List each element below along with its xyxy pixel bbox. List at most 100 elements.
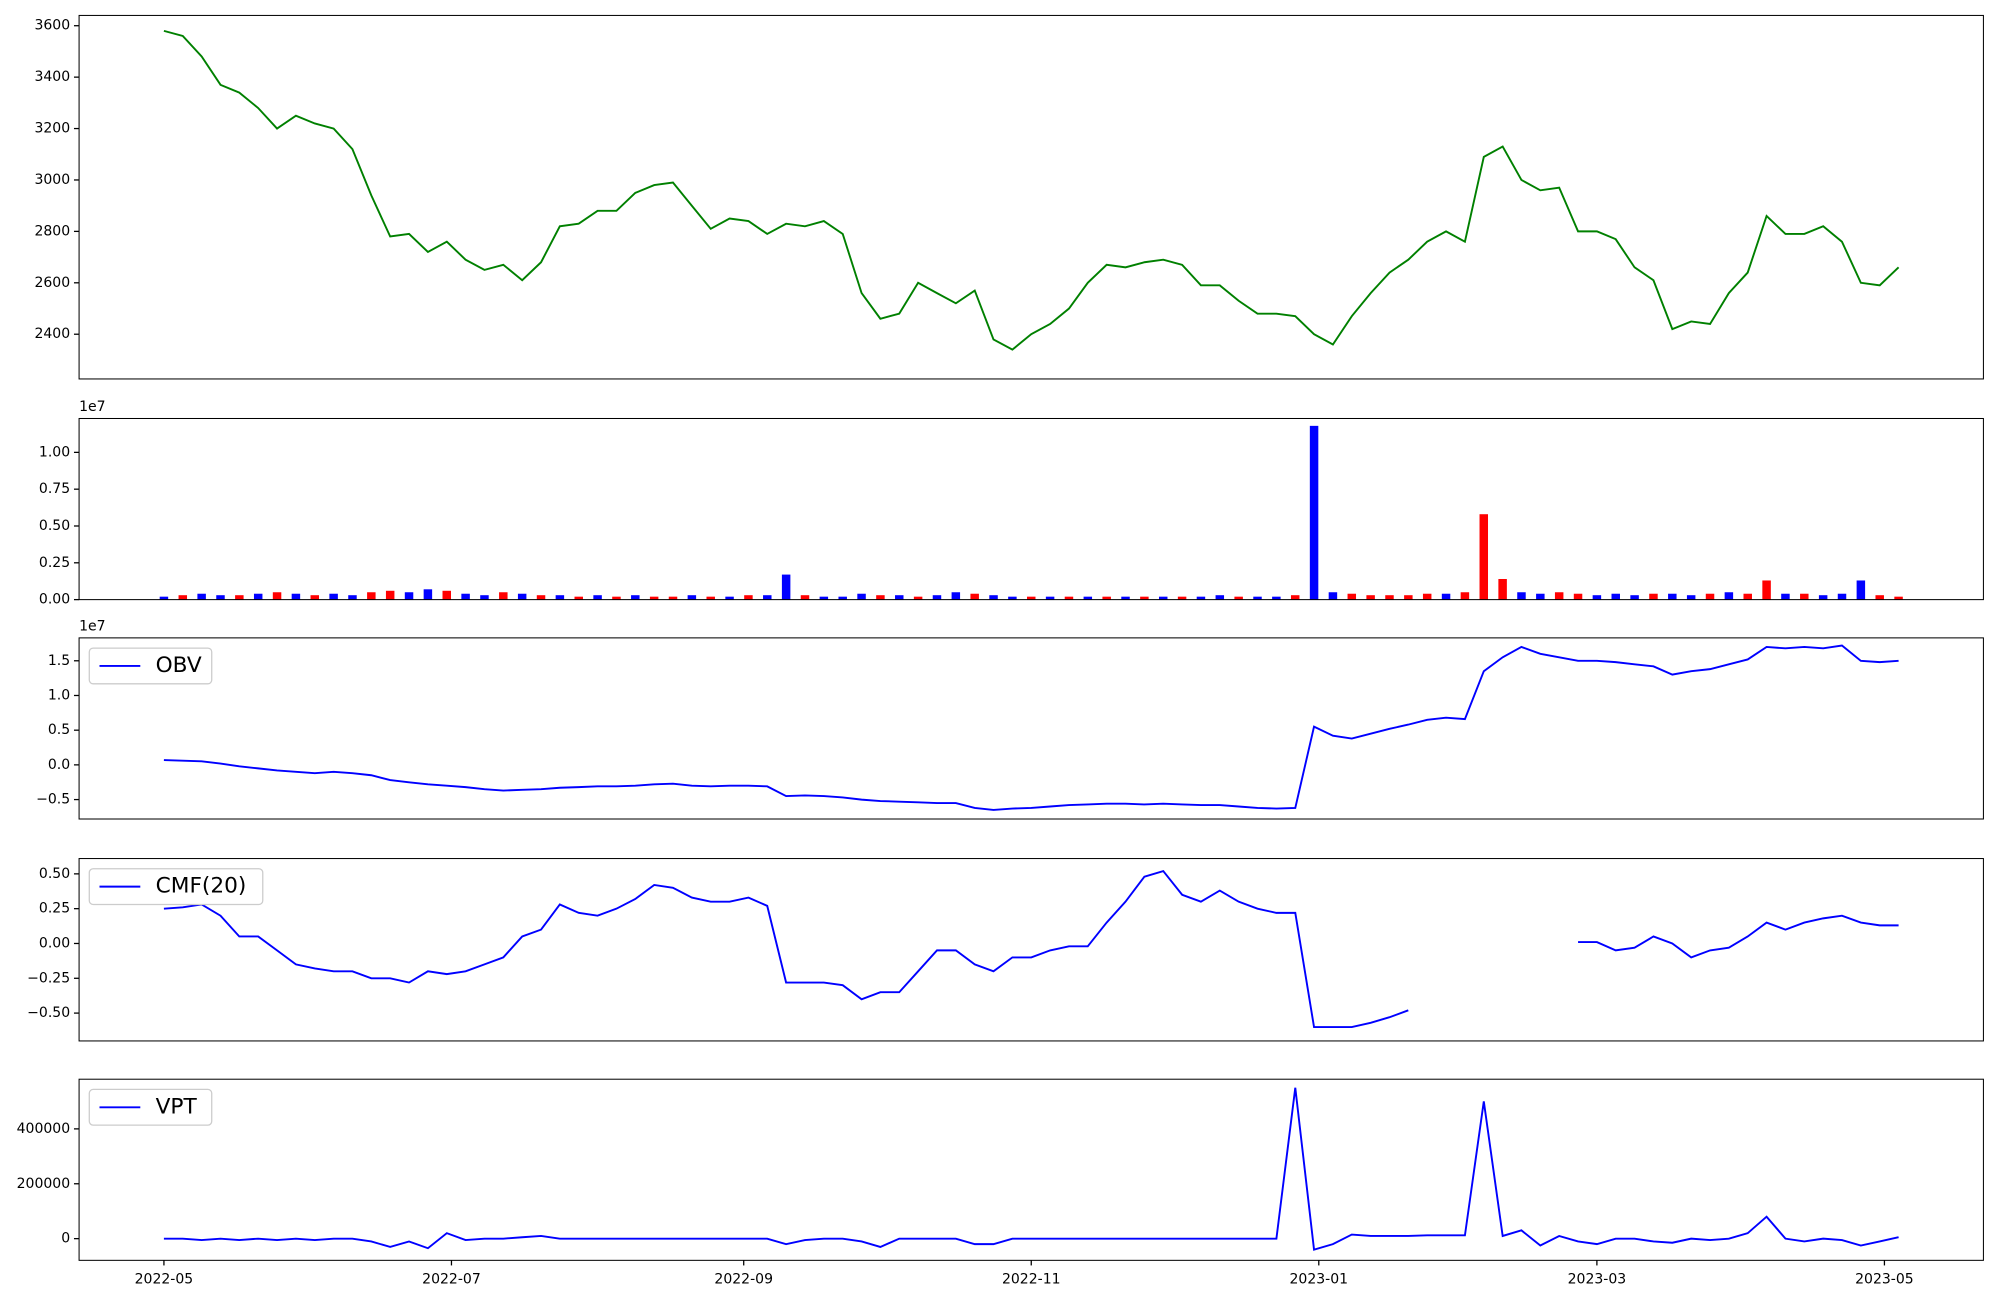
data-line — [163, 644, 1899, 811]
bar — [310, 595, 320, 600]
y-tick-label: 400000 — [17, 1121, 71, 1137]
bar — [235, 595, 244, 600]
legend-label: OBV — [156, 653, 202, 678]
bar — [367, 592, 376, 600]
legend-label: VPT — [156, 1094, 198, 1119]
bar — [951, 592, 961, 600]
bar — [1196, 596, 1206, 600]
y-tick-label: 0.0 — [48, 757, 70, 773]
bar — [687, 595, 697, 600]
bar — [970, 593, 979, 600]
bar — [1818, 595, 1828, 600]
bar — [461, 593, 470, 600]
data-line — [163, 29, 1900, 351]
bar — [631, 595, 640, 600]
x-tick-label: 2023-01 — [1290, 1271, 1349, 1287]
bar — [744, 595, 753, 600]
bar — [706, 596, 715, 600]
bar — [989, 595, 998, 600]
legend-box — [88, 647, 213, 685]
bar — [1441, 593, 1451, 600]
x-tick-label: 2022-05 — [135, 1271, 194, 1287]
bar — [668, 596, 678, 600]
bar — [272, 592, 282, 600]
y-tick-label: 0 — [61, 1231, 70, 1247]
bar — [1422, 593, 1432, 600]
y-tick-label: 0.50 — [39, 866, 70, 882]
bar — [178, 595, 188, 600]
bar — [1498, 579, 1507, 600]
y-tick-label: 0.00 — [39, 592, 70, 608]
axes-frame — [78, 858, 1984, 1042]
bar — [1309, 425, 1319, 600]
bar — [1385, 595, 1394, 600]
bar — [1177, 596, 1187, 600]
bar — [1686, 595, 1696, 600]
bar — [1215, 595, 1225, 600]
bar — [480, 595, 489, 600]
bar — [1366, 595, 1375, 600]
bar — [1630, 595, 1639, 600]
bar — [1121, 596, 1130, 600]
bar — [819, 596, 829, 600]
bar — [1347, 593, 1357, 600]
bar — [1272, 596, 1281, 600]
y-tick-label: 3600 — [34, 18, 70, 34]
y-tick-label: 0.75 — [39, 481, 70, 497]
bar — [932, 595, 942, 600]
bar — [1611, 593, 1620, 600]
bar — [404, 592, 414, 600]
bar — [253, 593, 263, 600]
y-tick-label: 0.50 — [39, 518, 70, 534]
bar — [781, 574, 791, 600]
y-tick-label: 0.25 — [39, 901, 70, 917]
bar — [1460, 592, 1470, 600]
x-tick-label: 2022-09 — [714, 1271, 773, 1287]
bar — [1064, 596, 1074, 600]
x-tick-label: 2022-07 — [422, 1271, 481, 1287]
bar — [1102, 596, 1111, 600]
bar — [1253, 596, 1262, 600]
bar — [517, 593, 527, 600]
bar — [1705, 593, 1715, 600]
bar — [216, 595, 225, 600]
bar — [1554, 592, 1564, 600]
data-line — [163, 869, 1899, 1028]
bar — [1649, 593, 1658, 600]
bar — [329, 593, 338, 600]
bar — [838, 596, 847, 600]
bar — [1724, 592, 1734, 600]
legend-label: CMF(20) — [156, 874, 247, 899]
bar — [1743, 593, 1752, 600]
bar — [1234, 596, 1243, 600]
axes-frame — [78, 1078, 1984, 1261]
bar — [1140, 596, 1149, 600]
bar — [499, 592, 508, 600]
y-tick-label: 3000 — [34, 172, 70, 188]
bar — [857, 593, 866, 600]
y-tick-label: 200000 — [17, 1176, 71, 1192]
bar — [197, 593, 206, 600]
bar — [1762, 580, 1771, 600]
bar — [1479, 514, 1489, 600]
x-tick-label: 2023-03 — [1568, 1271, 1627, 1287]
x-tick-label: 2023-05 — [1855, 1271, 1914, 1287]
y-tick-label: −0.50 — [27, 1005, 70, 1021]
bar — [1837, 593, 1847, 600]
bar — [1536, 593, 1545, 600]
legend-box — [88, 868, 264, 906]
axes-frame — [78, 417, 1984, 601]
bar — [442, 590, 451, 600]
bar — [763, 595, 772, 600]
y-tick-label: 1.5 — [48, 653, 70, 669]
bar — [1856, 580, 1866, 600]
bar — [1008, 596, 1017, 600]
y-tick-label: −0.5 — [36, 792, 70, 808]
bar — [612, 596, 621, 600]
bar — [536, 595, 546, 600]
bar — [159, 596, 169, 600]
bar — [555, 595, 565, 600]
bar — [1027, 596, 1036, 600]
bar — [876, 595, 885, 600]
